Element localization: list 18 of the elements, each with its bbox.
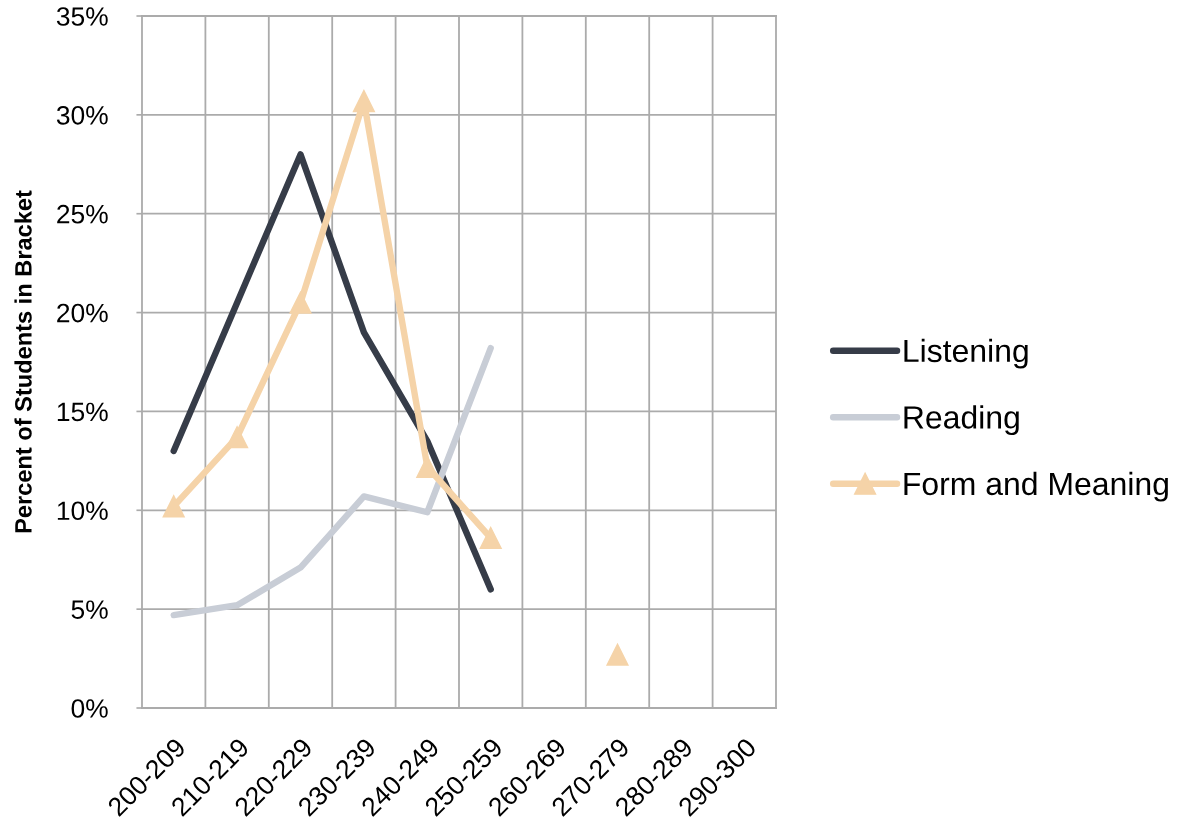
point <box>162 495 185 518</box>
legend-label: Reading <box>904 405 1019 436</box>
y-tick-label: 10% <box>57 501 108 521</box>
point <box>352 89 376 113</box>
y-tick-label: 0% <box>71 699 108 718</box>
point <box>479 526 502 550</box>
y-tick-label: 5% <box>71 600 108 619</box>
y-tick-label: 20% <box>57 303 108 323</box>
y-tick-label: 30% <box>56 105 108 125</box>
point <box>606 643 629 666</box>
point <box>416 455 439 478</box>
y-tick-label: 25% <box>57 204 108 224</box>
y-axis-title: Percent of Students in Bracket <box>14 190 32 533</box>
y-tick-label: 15% <box>57 402 108 422</box>
legend-label: Form and Meaning <box>904 471 1168 502</box>
y-tick-label: 35% <box>56 7 108 26</box>
point <box>289 291 312 314</box>
legend-label: Listening <box>904 338 1028 369</box>
